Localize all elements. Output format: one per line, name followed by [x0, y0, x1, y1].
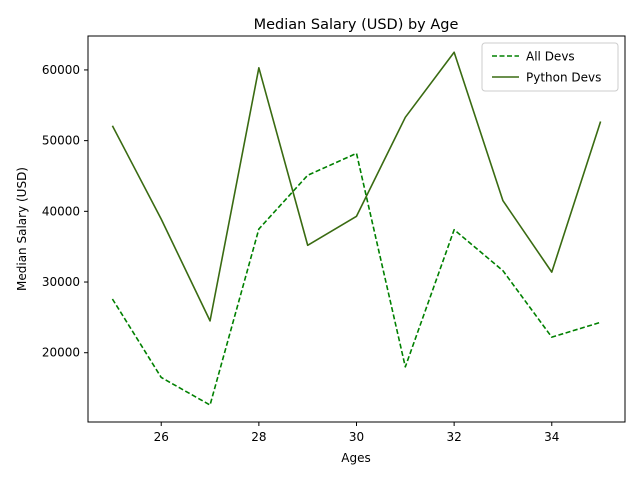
plot-area: 26 28 30 32 34 20000 30000 40000 50000 60000	[42, 35, 626, 444]
x-axis-ticks: 26 28 30 32 34	[154, 422, 559, 444]
x-tick-label: 26	[154, 430, 169, 444]
legend-label: All Devs	[526, 50, 575, 64]
y-axis-title: Median Salary (USD)	[15, 167, 29, 291]
series-lines	[111, 51, 602, 406]
x-tick-label: 30	[349, 430, 364, 444]
legend: All Devs Python Devs	[481, 42, 619, 92]
series-line-python-devs	[111, 51, 602, 322]
legend-box	[481, 42, 619, 92]
y-tick-label: 50000	[42, 134, 80, 148]
y-axis-ticks: 20000 30000 40000 50000 60000	[42, 63, 88, 360]
legend-label: Python Devs	[526, 71, 601, 85]
x-axis-title: Ages	[341, 451, 370, 465]
y-tick-label: 40000	[42, 204, 80, 218]
x-tick-label: 28	[251, 430, 266, 444]
y-tick-label: 30000	[42, 275, 80, 289]
x-tick-label: 34	[544, 430, 559, 444]
y-tick-label: 60000	[42, 63, 80, 77]
y-tick-label: 20000	[42, 346, 80, 360]
chart-title: Median Salary (USD) by Age	[254, 17, 459, 33]
x-tick-label: 32	[446, 430, 461, 444]
legend-entries: All Devs Python Devs	[492, 50, 601, 85]
series-line-all-devs	[111, 152, 601, 406]
